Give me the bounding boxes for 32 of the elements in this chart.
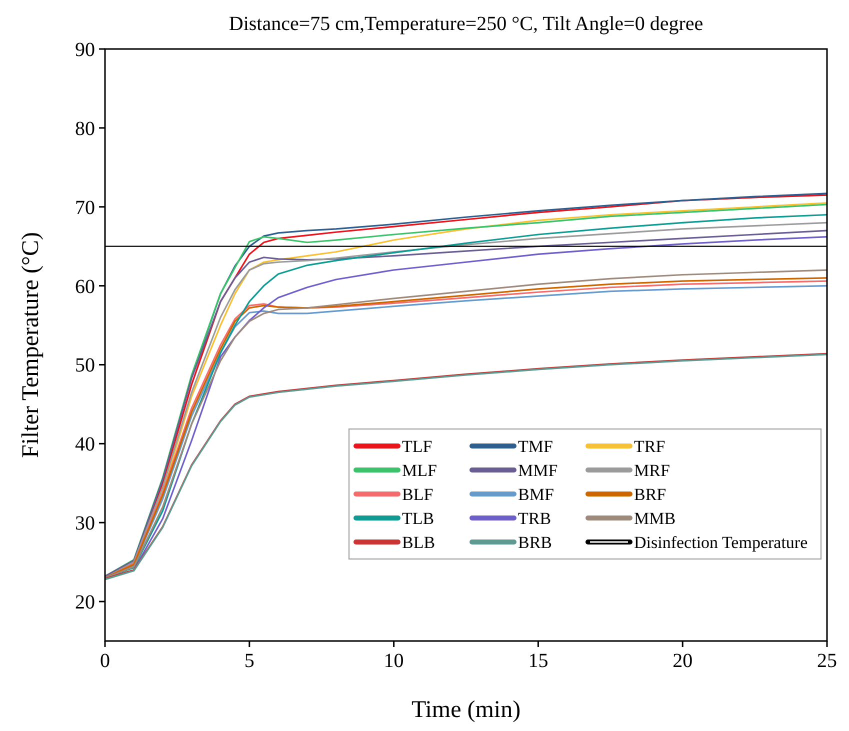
y-tick-label: 70 — [75, 196, 95, 219]
y-tick-label: 40 — [75, 434, 95, 456]
legend-label: MLF — [402, 460, 437, 480]
y-tick-label: 60 — [75, 276, 95, 298]
legend-label: TLB — [402, 508, 434, 528]
y-tick-label: 80 — [75, 118, 95, 140]
legend-label: MMF — [518, 460, 558, 480]
legend-label: TRF — [634, 436, 666, 456]
legend-label: TLF — [402, 436, 432, 456]
legend-label: TMF — [518, 436, 553, 456]
y-tick-label: 90 — [75, 39, 95, 61]
x-tick-label: 5 — [244, 650, 254, 672]
legend-label: BMF — [518, 484, 554, 504]
legend-label: BLB — [402, 532, 436, 552]
y-tick-label: 20 — [75, 592, 95, 614]
legend-label: MRF — [634, 460, 670, 480]
x-tick-label: 15 — [528, 650, 548, 672]
legend-label: Disinfection Temperature — [634, 532, 808, 552]
x-tick-label: 25 — [817, 650, 837, 672]
legend-label: TRB — [518, 508, 552, 528]
x-tick-label: 10 — [384, 650, 404, 672]
x-tick-label: 20 — [672, 650, 693, 672]
x-tick-label: 0 — [100, 650, 110, 672]
legend-label: BLF — [402, 484, 434, 504]
y-tick-label: 30 — [75, 512, 95, 535]
y-axis-title: Filter Temperature (°C) — [18, 232, 44, 458]
chart-title: Distance=75 cm,Temperature=250 °C, Tilt Angle=0 degree — [228, 13, 704, 35]
legend-label: MMB — [634, 508, 676, 528]
legend-label: BRF — [634, 484, 666, 504]
x-axis-title: Time (min) — [411, 697, 521, 723]
y-tick-label: 50 — [75, 354, 95, 377]
legend-label: BRB — [518, 532, 552, 552]
